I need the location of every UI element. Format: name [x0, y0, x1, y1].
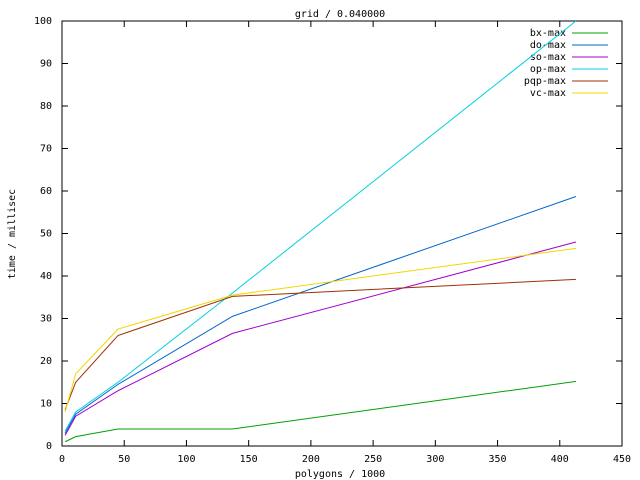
- x-tick-label: 350: [489, 454, 507, 465]
- data-line: [64, 247, 577, 413]
- data-line: [64, 20, 577, 432]
- x-tick-label: 200: [302, 454, 320, 465]
- x-tick-label: 300: [426, 454, 444, 465]
- y-tick-label: 60: [40, 186, 52, 197]
- legend-label: do-max: [530, 40, 566, 51]
- data-line: [64, 380, 577, 443]
- y-tick-label: 40: [40, 271, 52, 282]
- y-tick-label: 30: [40, 314, 52, 325]
- legend-label: bx-max: [530, 28, 566, 39]
- y-tick-label: 0: [46, 441, 52, 452]
- y-axis-label: time / millisec: [7, 189, 18, 279]
- chart-title: grid / 0.040000: [295, 9, 385, 20]
- x-tick-label: 100: [177, 454, 195, 465]
- x-tick-label: 150: [240, 454, 258, 465]
- legend-label: so-max: [530, 52, 566, 63]
- y-tick-label: 70: [40, 144, 52, 155]
- x-axis-label: polygons / 1000: [295, 469, 385, 480]
- x-tick-label: 400: [551, 454, 569, 465]
- x-tick-label: 250: [364, 454, 382, 465]
- y-tick-label: 80: [40, 101, 52, 112]
- y-tick-label: 10: [40, 399, 52, 410]
- y-tick-label: 90: [40, 59, 52, 70]
- x-tick-label: 0: [59, 454, 65, 465]
- data-line: [64, 278, 576, 411]
- y-tick-label: 20: [40, 356, 52, 367]
- x-tick-label: 450: [613, 454, 631, 465]
- y-tick-label: 100: [34, 16, 52, 27]
- legend-label: pqp-max: [524, 76, 566, 87]
- plot-border: [61, 20, 623, 447]
- x-tick-label: 50: [118, 454, 130, 465]
- data-line: [64, 196, 577, 434]
- data-line: [64, 241, 577, 436]
- legend-label: op-max: [530, 64, 566, 75]
- legend-label: vc-max: [530, 88, 566, 99]
- y-tick-label: 50: [40, 229, 52, 240]
